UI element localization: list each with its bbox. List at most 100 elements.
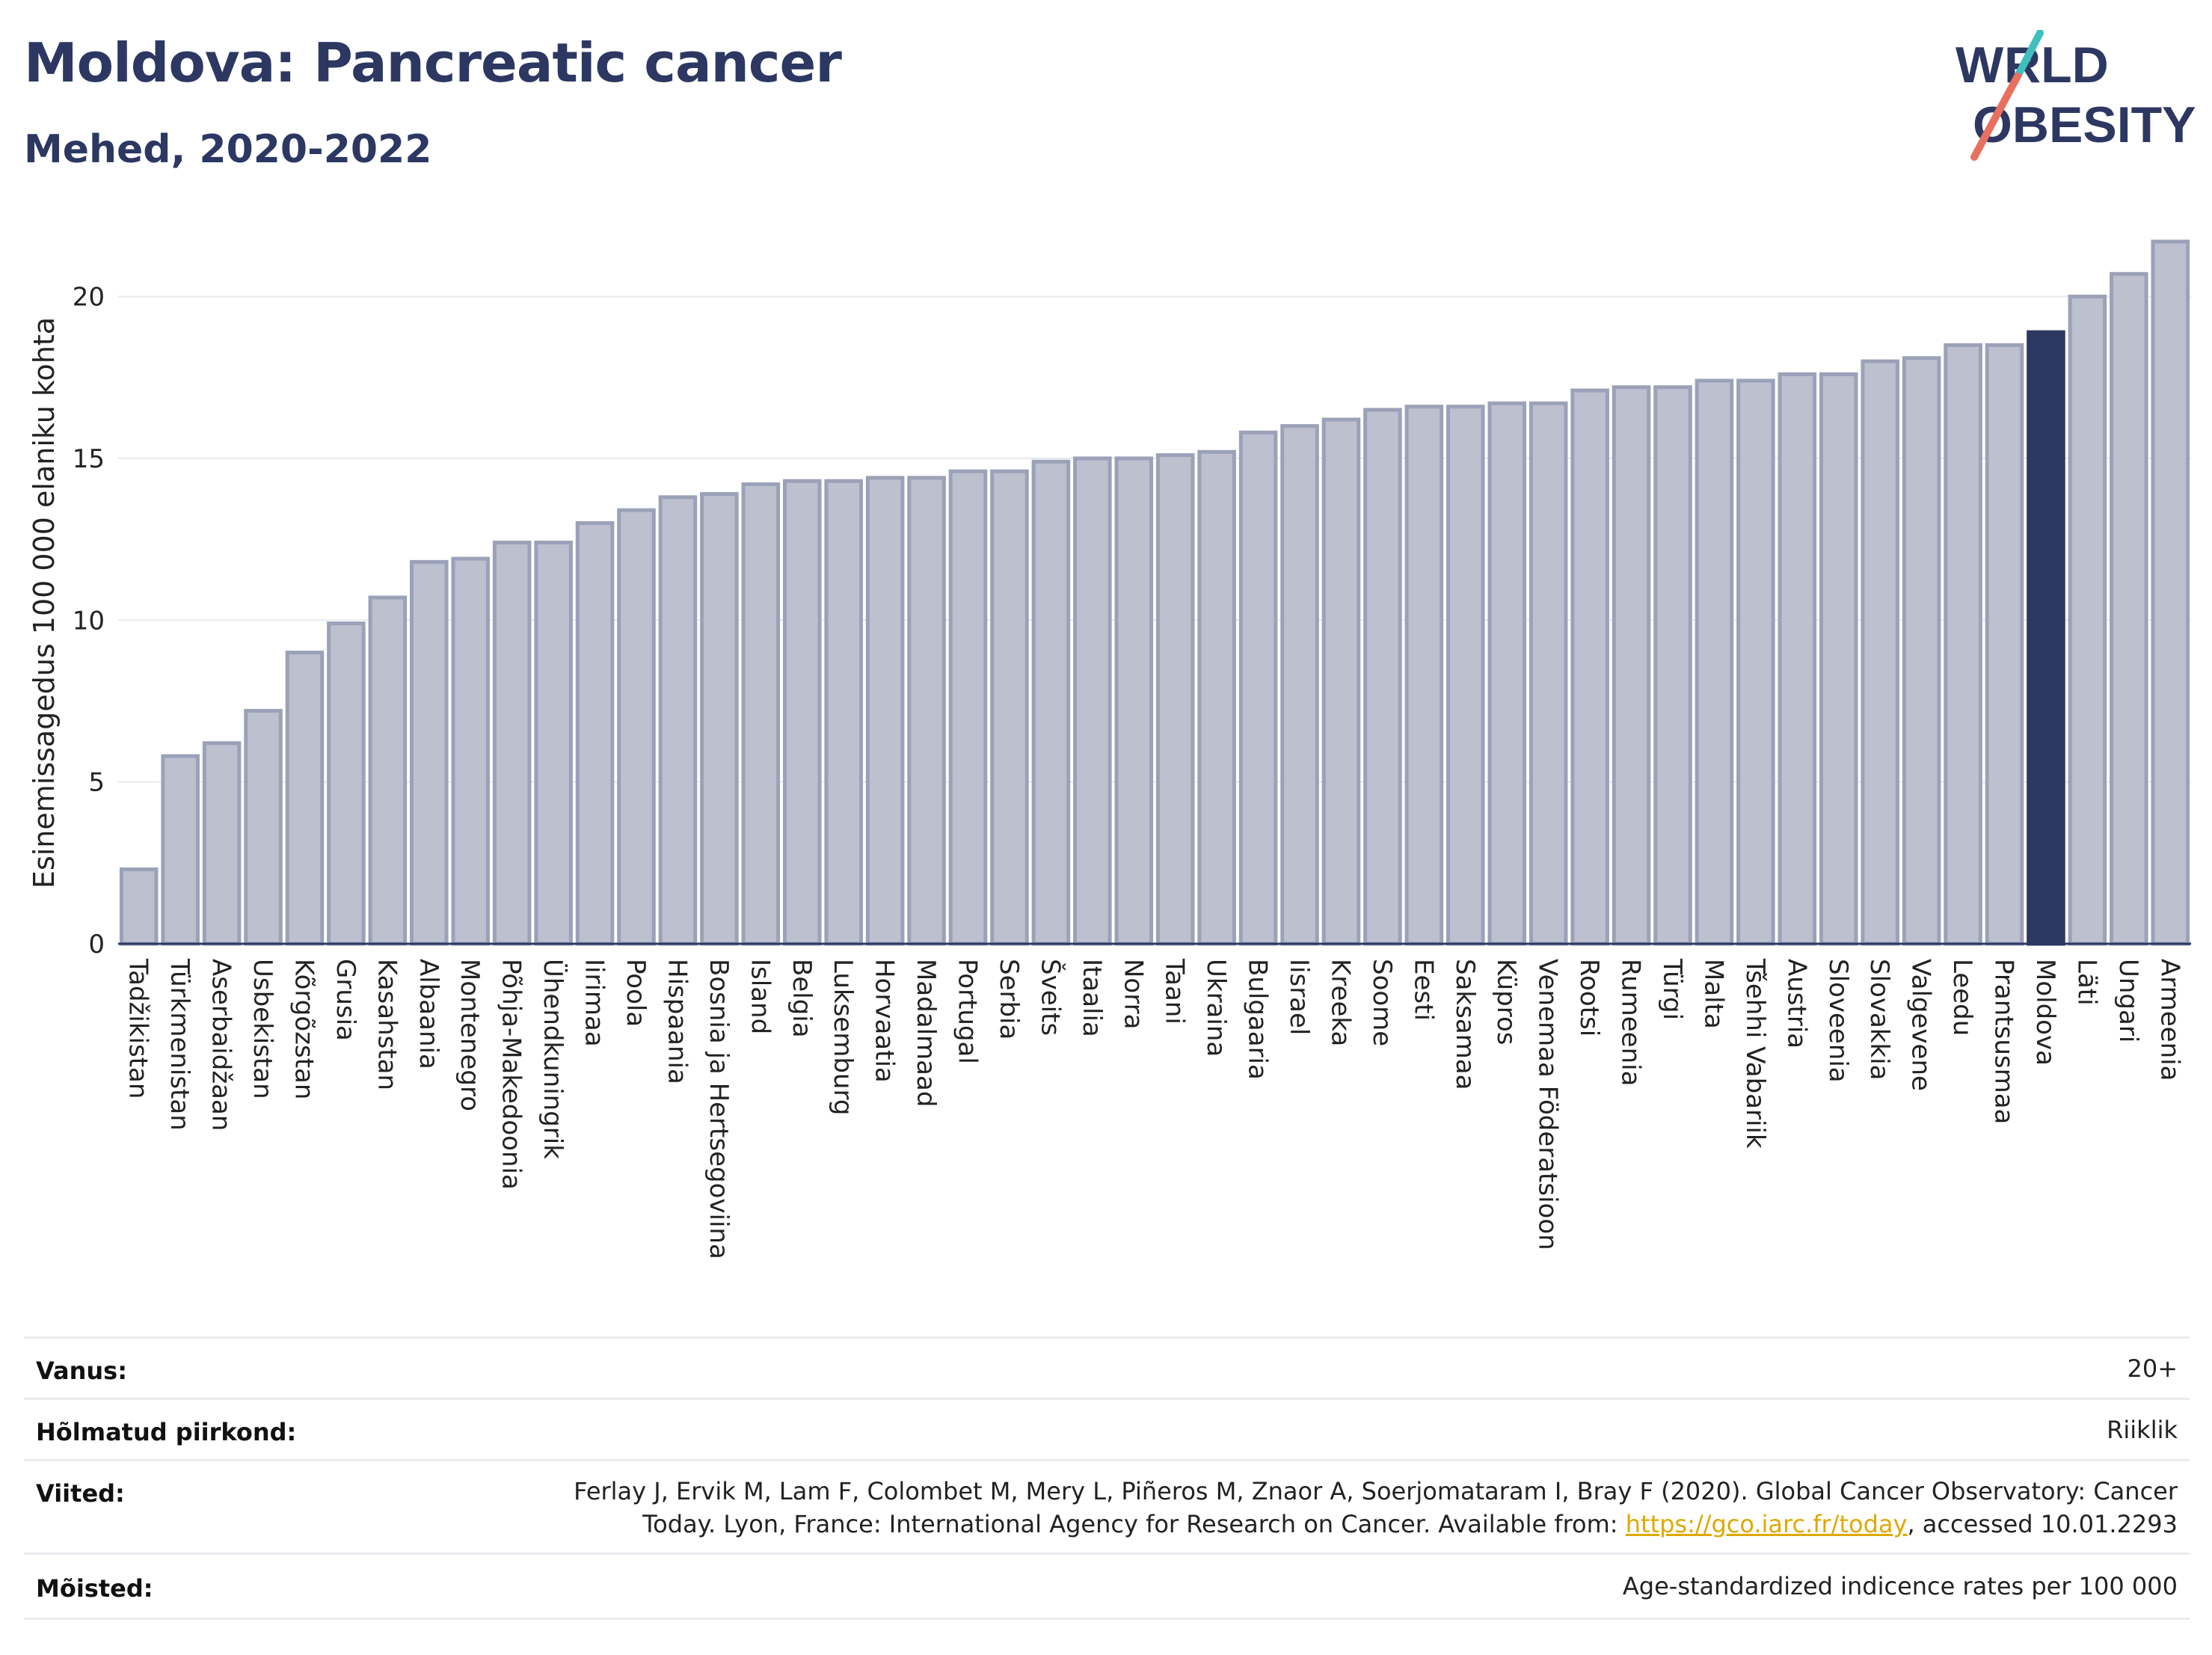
x-tick-label: Venemaa Föderatsioon — [1533, 959, 1563, 1250]
bar — [1197, 449, 1236, 946]
svg-text:OBESITY: OBESITY — [1973, 96, 2196, 153]
x-tick-label: Eesti — [1408, 959, 1438, 1021]
references-line-2: Today. Lyon, France: International Agenc… — [574, 1508, 2178, 1541]
x-tick-label: Iisrael — [1284, 959, 1314, 1035]
x-tick-label: Soome — [1367, 959, 1397, 1046]
x-tick-label: Norra — [1118, 959, 1148, 1029]
bar — [1363, 408, 1402, 946]
bar — [782, 479, 822, 946]
chart-subtitle: Mehed, 2020-2022 — [24, 127, 432, 172]
x-tick-label: Slovakkia — [1864, 959, 1894, 1080]
bar — [1073, 456, 1112, 946]
y-axis-label: Esinemissagedus 100 000 elaniku kohta — [28, 317, 61, 888]
x-tick-label: Kreeka — [1325, 959, 1355, 1046]
info-value: Age-standardized indicence rates per 100… — [1622, 1572, 2178, 1600]
bar — [534, 540, 573, 946]
bar — [948, 469, 988, 946]
y-tick-label: 15 — [73, 444, 105, 474]
gco-link[interactable]: https://gco.iarc.fr/today — [1625, 1510, 1908, 1538]
bar — [990, 469, 1029, 946]
bar — [1280, 424, 1319, 946]
x-tick-label: Serbia — [994, 959, 1024, 1040]
bar — [1114, 456, 1154, 946]
x-tick-label: Horvaatia — [870, 959, 900, 1083]
x-tick-label: Rootsi — [1574, 959, 1604, 1037]
bar — [2151, 239, 2190, 946]
x-tick-label: Montenegro — [455, 959, 485, 1111]
bar — [907, 476, 946, 946]
x-tick-label: Aserbaidžaan — [206, 959, 236, 1131]
x-tick-label: Kasahstan — [372, 959, 402, 1090]
bar — [451, 556, 491, 946]
bar — [824, 479, 863, 946]
x-tick-label: Malta — [1698, 959, 1728, 1029]
info-value: 20+ — [2127, 1354, 2178, 1383]
info-label: Hõlmatud piirkond: — [36, 1418, 297, 1446]
bar — [119, 867, 159, 946]
x-tick-label: Luksemburg — [828, 959, 858, 1115]
bar — [1778, 372, 1817, 946]
chart-title: Moldova: Pancreatic cancer — [24, 31, 842, 94]
bar — [1529, 401, 1568, 946]
bar — [410, 559, 449, 946]
x-tick-label: Hispaania — [662, 959, 692, 1084]
bar — [244, 708, 283, 946]
bar — [2027, 330, 2065, 946]
bar — [617, 508, 656, 946]
x-tick-label: Sloveenia — [1823, 959, 1853, 1083]
bar — [865, 476, 905, 946]
bar — [1736, 378, 1775, 946]
x-tick-label: Albaania — [414, 959, 443, 1069]
bar — [1902, 356, 1941, 946]
x-tick-label: Ungari — [2113, 959, 2143, 1043]
x-tick-label: Bosnia ja Hertsegoviina — [704, 959, 734, 1259]
info-label: Viited: — [36, 1479, 125, 1508]
info-row-definitions: Mõisted: Age-standardized indicence rate… — [24, 1553, 2190, 1620]
x-tick-label: Küpros — [1491, 959, 1521, 1045]
x-tick-label: Ühendkuningrik — [538, 959, 568, 1159]
bar — [1612, 385, 1651, 946]
world-obesity-logo: W RLD OBESITY — [1956, 30, 2196, 161]
bar — [327, 621, 366, 946]
x-tick-label: Poola — [621, 959, 651, 1027]
bar — [1487, 401, 1527, 946]
x-tick-label: Türkmenistan — [165, 958, 194, 1131]
y-tick-label: 10 — [73, 606, 105, 636]
x-tick-label: Island — [745, 959, 775, 1034]
x-tick-label: Leedu — [1947, 959, 1977, 1036]
bar — [161, 754, 200, 946]
x-tick-label: Türgi — [1657, 958, 1687, 1020]
references-line-2-post: , accessed 10.01.2293 — [1907, 1510, 2178, 1538]
x-tick-label: Itaalia — [1077, 959, 1107, 1037]
info-label: Vanus: — [36, 1357, 128, 1385]
x-tick-label: Moldova — [2030, 959, 2060, 1066]
bar — [1238, 430, 1278, 946]
bar — [658, 495, 698, 946]
x-tick-label: Taani — [1160, 958, 1190, 1025]
info-value: Riiklik — [2107, 1416, 2178, 1444]
bar — [1404, 405, 1444, 946]
x-tick-label: Läti — [2071, 959, 2101, 1006]
bar — [1695, 378, 1734, 946]
x-tick-label: Prantsusmaa — [1989, 959, 2019, 1124]
info-row-region: Hõlmatud piirkond: Riiklik — [24, 1398, 2190, 1461]
x-tick-label: Tšehhi Vabariik — [1740, 958, 1770, 1149]
bar-chart: 0 5 10 15 20 Esinemissagedus 100 000 elaniku … — [28, 239, 2191, 1259]
bar — [1653, 385, 1692, 946]
x-tick-label: Armeenia — [2154, 959, 2184, 1081]
x-tick-label: Kõrgõzstan — [289, 959, 319, 1099]
x-tick-label: Bulgaaria — [1243, 959, 1273, 1080]
x-tick-label: Usbekistan — [248, 959, 277, 1099]
bar — [1031, 459, 1071, 946]
x-tick-label: Valgevene — [1906, 959, 1936, 1091]
bar — [2068, 295, 2107, 946]
bar — [1570, 388, 1609, 946]
bar — [1446, 405, 1485, 946]
x-tick-label: Šveits — [1035, 959, 1066, 1036]
bar — [741, 482, 781, 946]
x-tick-label: Portugal — [953, 959, 983, 1064]
bar — [202, 741, 242, 946]
y-tick-label: 20 — [73, 283, 105, 313]
x-tick-label: Iirimaa — [580, 959, 609, 1047]
x-tick-label: Rumeenia — [1616, 959, 1646, 1086]
